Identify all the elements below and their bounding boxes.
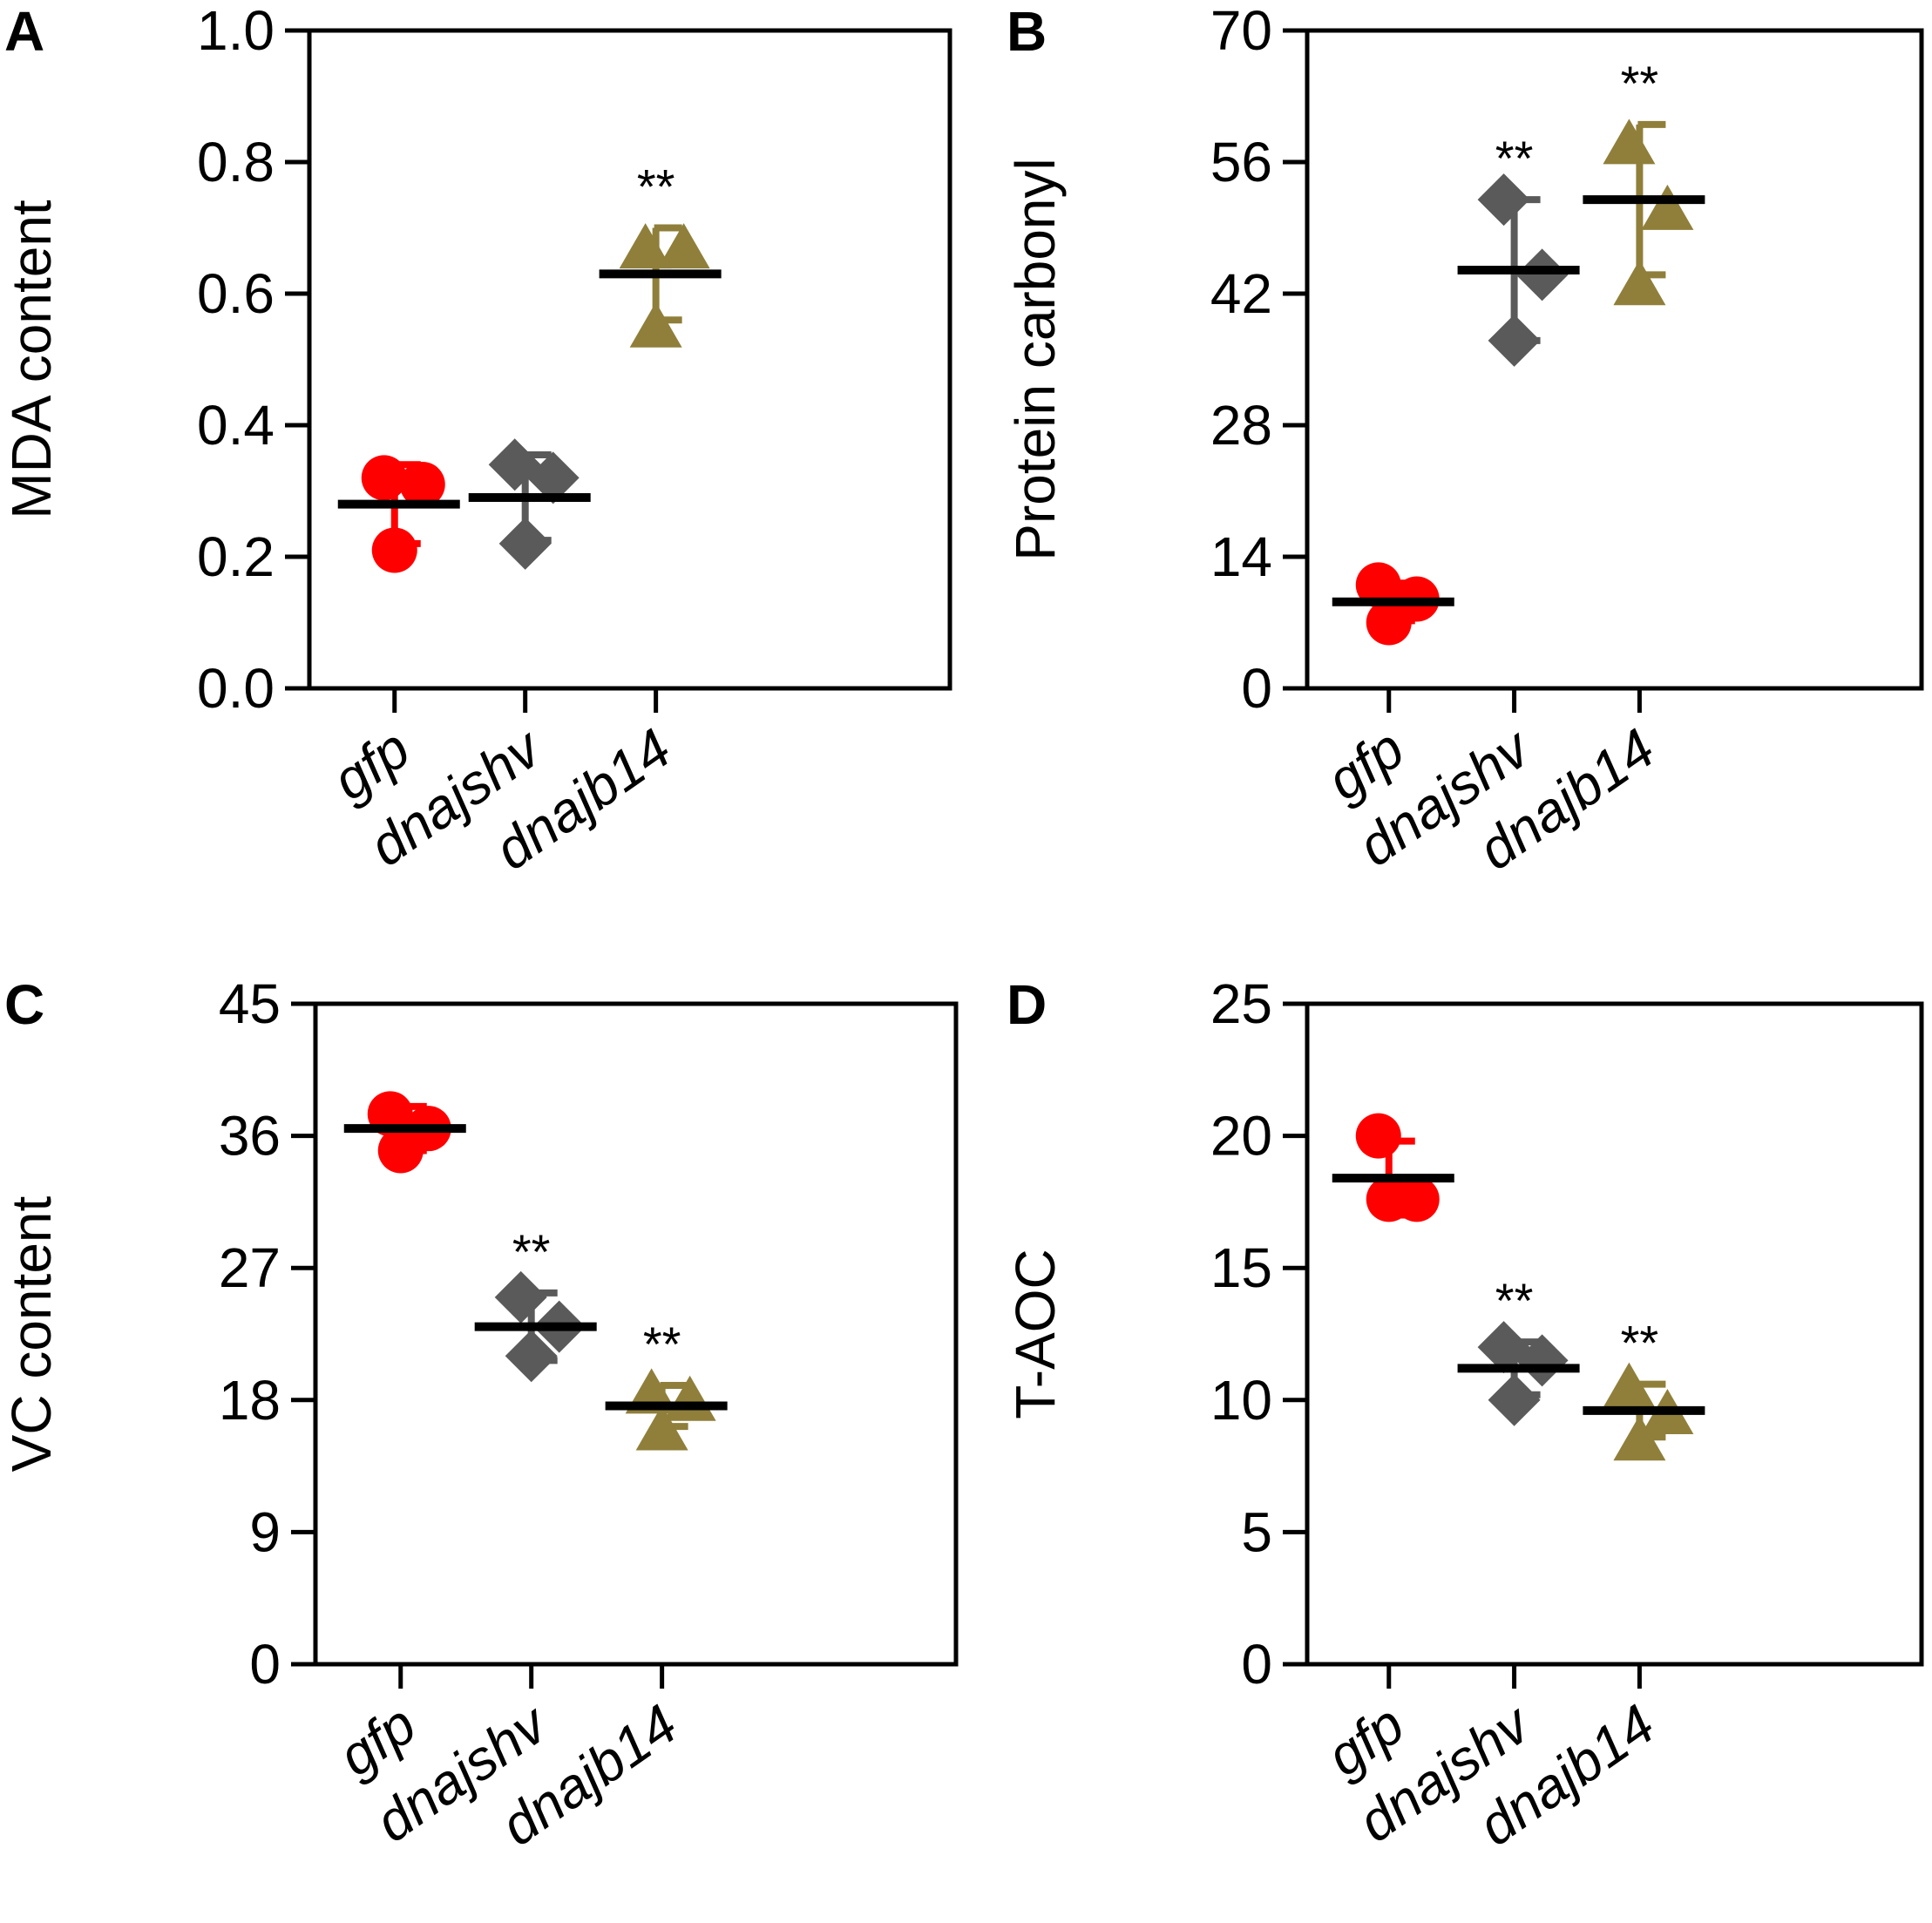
- data-point: [1613, 260, 1666, 306]
- y-tick-label: 28: [1210, 394, 1272, 457]
- panel-letter: B: [1007, 0, 1047, 63]
- data-point: [657, 223, 710, 269]
- data-point: [361, 455, 407, 501]
- data-point: [526, 451, 580, 504]
- data-point: [635, 1405, 688, 1451]
- y-tick-label: 0: [249, 1633, 281, 1696]
- y-tick-label: 42: [1210, 262, 1272, 325]
- panel-letter: D: [1007, 973, 1047, 1036]
- significance-label: **: [637, 159, 675, 214]
- y-tick-label: 0.0: [197, 657, 275, 720]
- significance-label: **: [512, 1224, 551, 1279]
- data-point: [1488, 1373, 1541, 1426]
- y-tick-label: 56: [1210, 131, 1272, 193]
- y-tick-label: 18: [219, 1369, 281, 1432]
- data-point: [1477, 173, 1530, 227]
- y-tick-label: 70: [1210, 0, 1272, 62]
- y-tick-label: 15: [1210, 1236, 1272, 1299]
- data-point: [1488, 314, 1541, 367]
- y-tick-label: 14: [1210, 525, 1272, 588]
- significance-label: **: [643, 1317, 681, 1371]
- plot-frame: [1305, 28, 1924, 691]
- y-tick-label: 20: [1210, 1105, 1272, 1168]
- y-axis-title: VC content: [0, 1195, 63, 1472]
- panel-letter: A: [4, 0, 44, 63]
- data-point: [1355, 562, 1401, 608]
- data-point: [1603, 1362, 1656, 1408]
- data-point: [1641, 184, 1694, 230]
- significance-label: **: [1495, 1273, 1534, 1328]
- y-tick-label: 27: [219, 1236, 281, 1299]
- significance-label: **: [1621, 1316, 1659, 1371]
- data-point: [1603, 118, 1656, 165]
- y-tick-label: 1.0: [197, 0, 275, 62]
- data-point: [494, 1270, 547, 1324]
- y-tick-label: 9: [249, 1500, 281, 1563]
- y-axis-title: T-AOC: [1004, 1249, 1067, 1419]
- y-tick-label: 0.8: [197, 131, 275, 193]
- y-tick-label: 5: [1241, 1500, 1272, 1563]
- data-point: [1515, 1334, 1569, 1387]
- y-tick-label: 36: [219, 1105, 281, 1168]
- significance-label: **: [1621, 56, 1659, 111]
- y-tick-label: 0: [1241, 657, 1272, 720]
- y-tick-label: 25: [1210, 972, 1272, 1035]
- y-tick-label: 0.6: [197, 262, 275, 325]
- y-tick-label: 0: [1241, 1633, 1272, 1696]
- plot-frame: [313, 1001, 959, 1667]
- y-tick-label: 0.4: [197, 394, 275, 457]
- data-point: [399, 461, 445, 507]
- y-axis-title: MDA content: [0, 200, 63, 519]
- panel-letter: C: [4, 973, 44, 1036]
- y-axis-title: Protein carbonyl: [1004, 158, 1067, 560]
- data-point: [505, 1330, 558, 1383]
- data-point: [1613, 1415, 1666, 1461]
- data-point: [1515, 248, 1569, 301]
- plot-frame: [307, 28, 952, 691]
- data-point: [629, 301, 682, 348]
- data-point: [1366, 599, 1412, 646]
- data-point: [619, 223, 672, 269]
- data-point: [377, 1127, 424, 1174]
- data-point: [498, 517, 552, 570]
- y-tick-label: 10: [1210, 1369, 1272, 1432]
- data-point: [1366, 1176, 1412, 1222]
- significance-label: **: [1495, 131, 1534, 186]
- y-tick-label: 45: [219, 972, 281, 1035]
- y-tick-label: 0.2: [197, 525, 275, 588]
- data-point: [1355, 1113, 1401, 1159]
- data-point: [371, 527, 417, 573]
- plot-frame: [1305, 1001, 1924, 1667]
